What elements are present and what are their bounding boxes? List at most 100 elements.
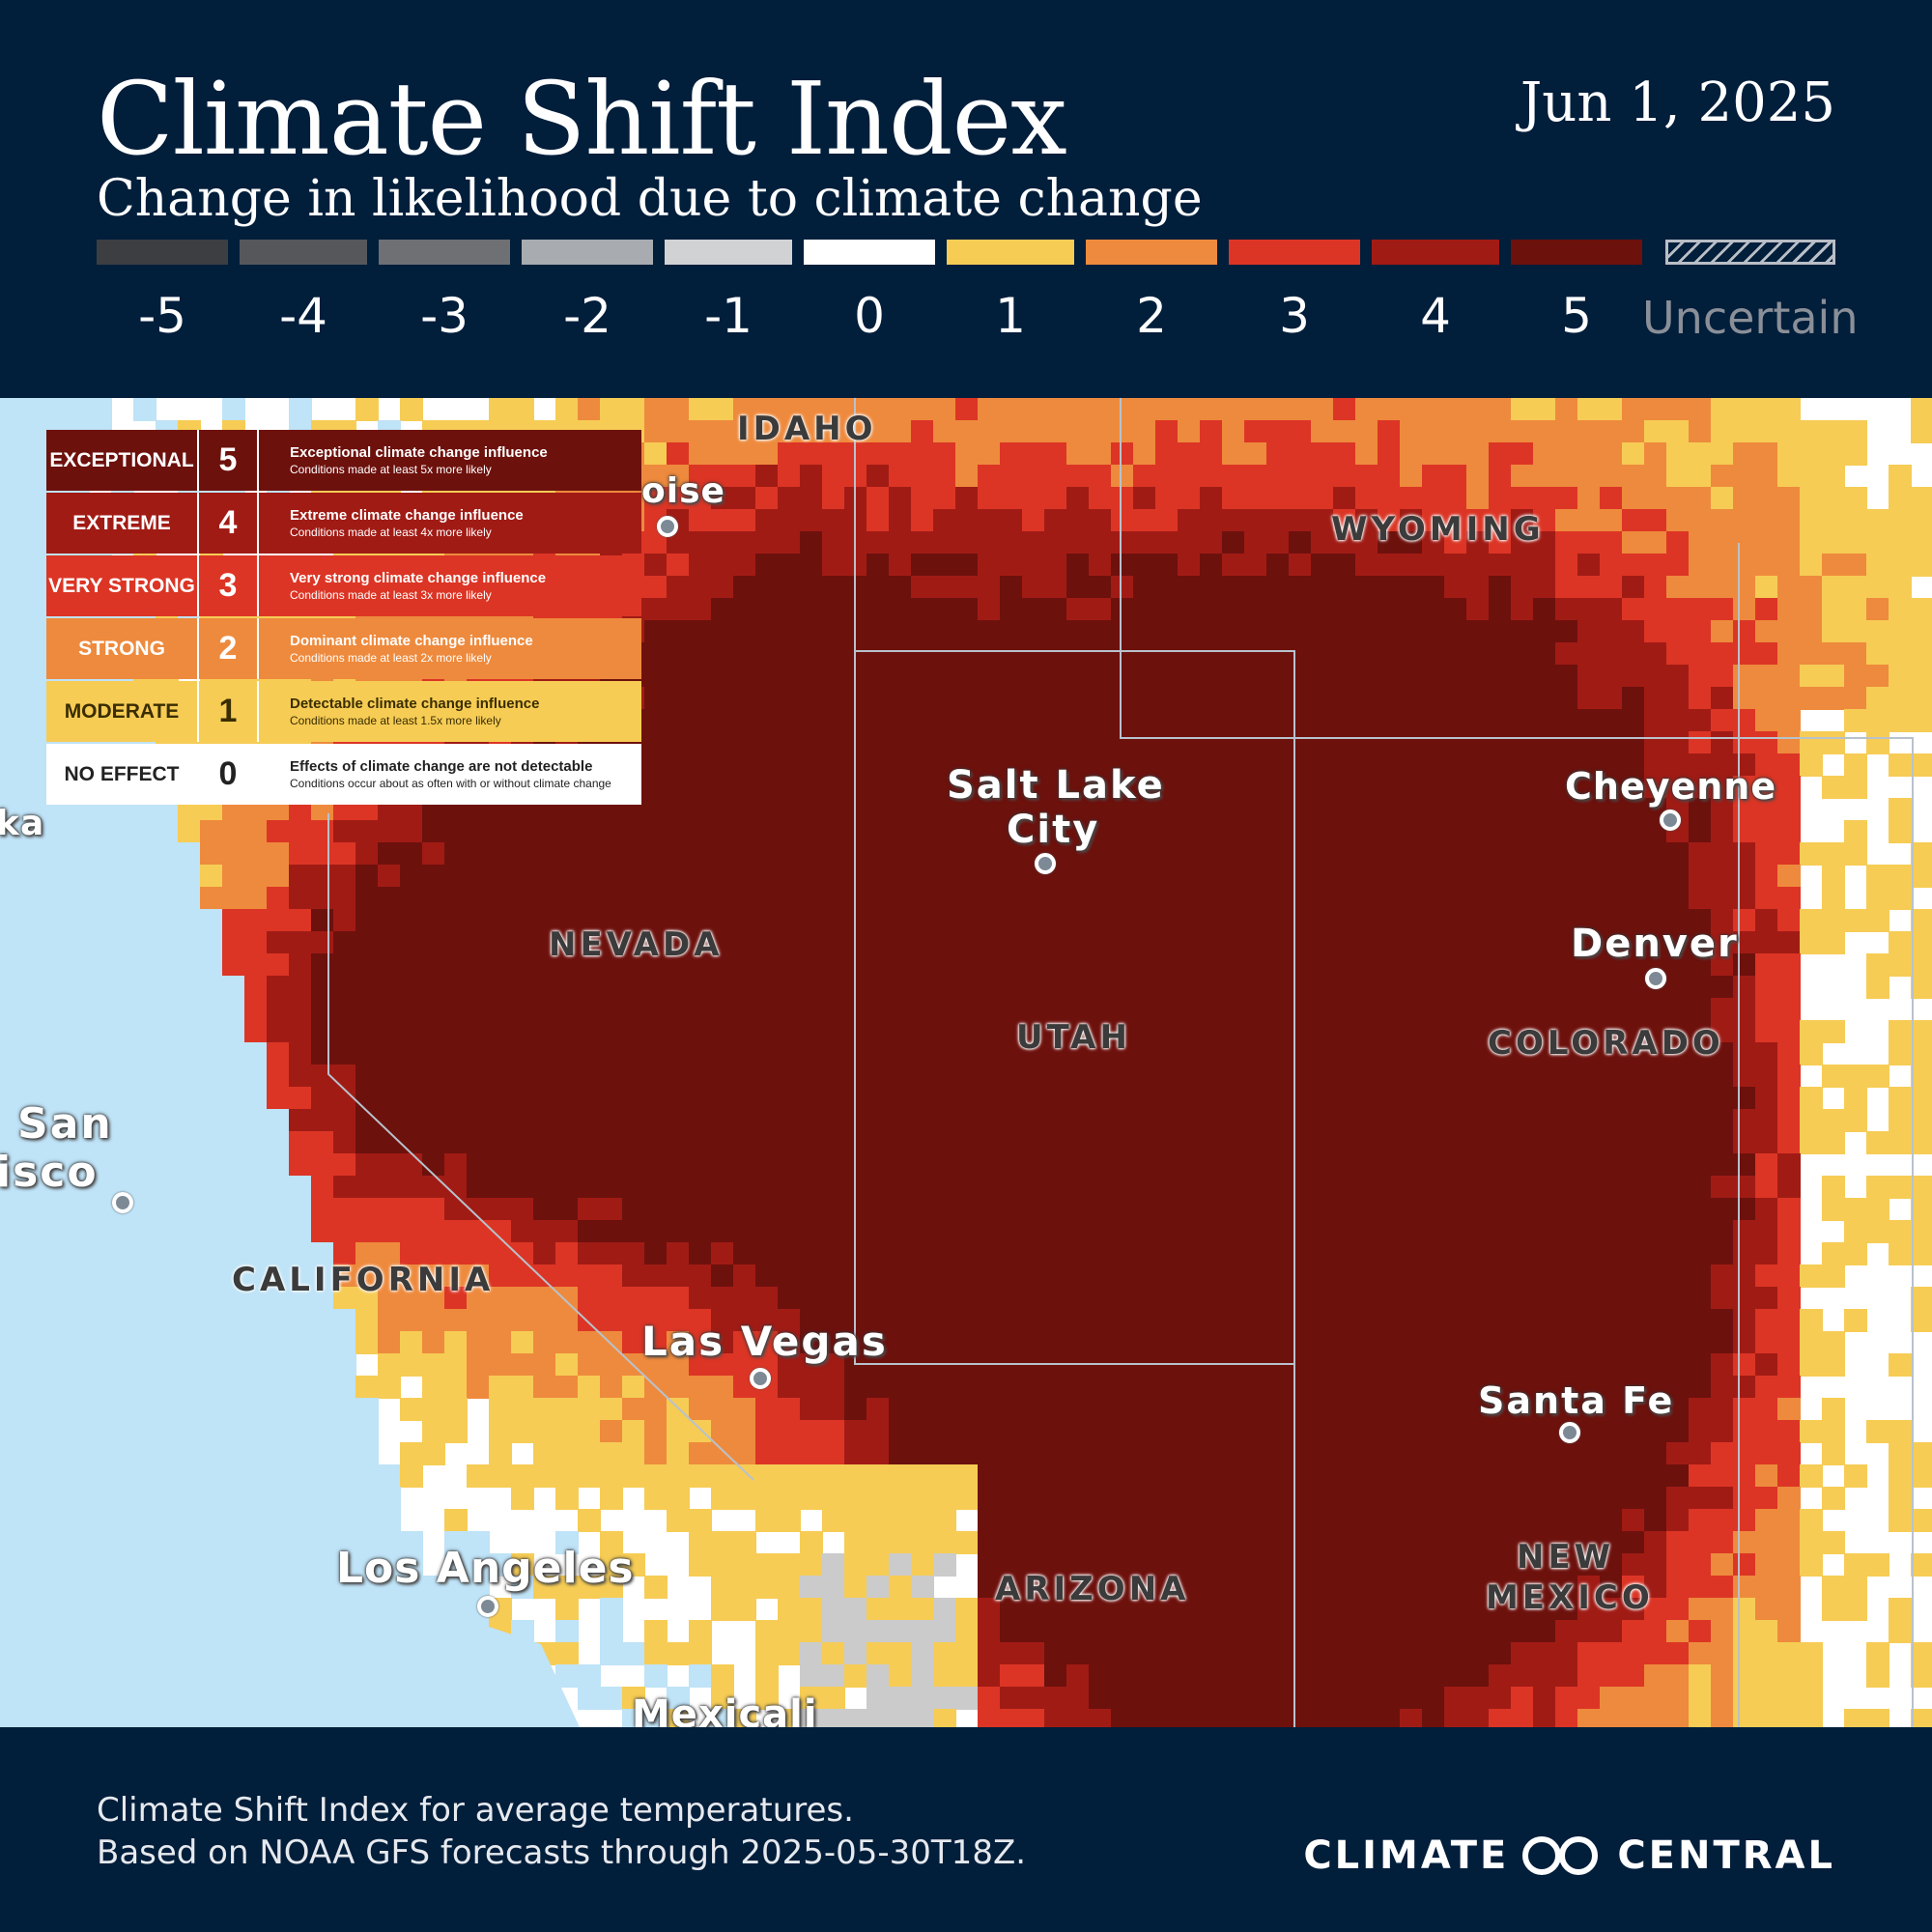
legend-desc: Effects of climate change are not detect… [259, 744, 641, 805]
scale-tick: 3 [1279, 288, 1310, 344]
scale-tick: -4 [279, 288, 327, 344]
legend-title: Detectable climate change influence [290, 696, 540, 712]
brand-word-left: CLIMATE [1303, 1833, 1510, 1878]
city-label-los-angeles: Los Angeles [336, 1544, 635, 1593]
legend-level: 4 [199, 493, 259, 554]
state-label-wyoming: WYOMING [1331, 510, 1545, 549]
city-label-ka: ka [0, 804, 45, 843]
legend-category: MODERATE [46, 681, 199, 742]
scale-swatch [1511, 240, 1642, 265]
scale-swatch [804, 240, 935, 265]
city-marker [112, 1192, 133, 1213]
legend-category: STRONG [46, 618, 199, 679]
scale-swatch [1372, 240, 1499, 265]
state-label-mexico: MEXICO [1486, 1578, 1654, 1617]
state-label-idaho: IDAHO [737, 410, 877, 448]
legend-category: VERY STRONG [46, 555, 199, 616]
legend-category: EXCEPTIONAL [46, 430, 199, 491]
legend-row: VERY STRONG 3 Very strong climate change… [46, 555, 641, 616]
legend-detail: Conditions made at least 3x more likely [290, 588, 492, 602]
scale-tick: 2 [1136, 288, 1167, 344]
scale-swatch [97, 240, 228, 265]
scale-tick: 5 [1561, 288, 1592, 344]
state-label-nevada: NEVADA [549, 925, 724, 964]
legend-desc: Detectable climate change influence Condi… [259, 681, 641, 742]
legend-detail: Conditions occur about as often with or … [290, 777, 611, 790]
state-label-colorado: COLORADO [1488, 1024, 1724, 1063]
city-marker [1645, 968, 1666, 989]
map-canvas[interactable]: IDAHO WYOMING NEVADA UTAH COLORADO CALIF… [0, 398, 1932, 1727]
city-label-cheyenne: Cheyenne [1565, 765, 1777, 808]
legend-title: Exceptional climate change influence [290, 444, 548, 461]
header: Climate Shift Index Change in likelihood… [0, 0, 1932, 398]
color-scale: -5 -4 -3 -2 -1 0 1 2 3 4 5 Uncertain [97, 240, 1859, 346]
legend-title: Extreme climate change influence [290, 507, 524, 524]
legend-level: 5 [199, 430, 259, 491]
legend-row: STRONG 2 Dominant climate change influen… [46, 618, 641, 679]
city-marker [1559, 1422, 1580, 1443]
scale-swatch [240, 240, 367, 265]
footer-line-1: Climate Shift Index for average temperat… [97, 1791, 854, 1830]
scale-tick: 0 [854, 288, 885, 344]
legend-level: 1 [199, 681, 259, 742]
legend-title: Dominant climate change influence [290, 633, 533, 649]
legend-row: NO EFFECT 0 Effects of climate change ar… [46, 744, 641, 805]
legend-title: Very strong climate change influence [290, 570, 547, 586]
scale-swatch [522, 240, 653, 265]
footer: Climate Shift Index for average temperat… [0, 1727, 1932, 1932]
scale-tick: -1 [704, 288, 753, 344]
city-marker [750, 1368, 771, 1389]
state-label-california: CALIFORNIA [232, 1261, 495, 1299]
legend-title: Effects of climate change are not detect… [290, 758, 593, 775]
scale-tick: -3 [420, 288, 469, 344]
legend-row: MODERATE 1 Detectable climate change inf… [46, 681, 641, 742]
rings-icon [1522, 1834, 1604, 1877]
legend-category: NO EFFECT [46, 744, 199, 805]
page-title: Climate Shift Index [97, 60, 1067, 178]
legend-desc: Very strong climate change influence Cond… [259, 555, 641, 616]
scale-swatch [1229, 240, 1360, 265]
legend-table: EXCEPTIONAL 5 Exceptional climate change… [46, 430, 641, 809]
city-label-san: San [17, 1099, 113, 1149]
legend-desc: Dominant climate change influence Conditi… [259, 618, 641, 679]
legend-detail: Conditions made at least 5x more likely [290, 463, 492, 476]
scale-tick: -5 [138, 288, 186, 344]
scale-swatch [947, 240, 1074, 265]
state-label-arizona: ARIZONA [995, 1570, 1190, 1608]
city-label-mexicali: Mexicali [632, 1692, 818, 1727]
climate-central-logo[interactable]: CLIMATE CENTRAL [1303, 1833, 1835, 1878]
city-label-denver: Denver [1571, 922, 1739, 966]
scale-tick: 1 [995, 288, 1026, 344]
scale-swatch-uncertain [1665, 240, 1835, 265]
city-marker [1035, 853, 1056, 874]
page-subtitle: Change in likelihood due to climate chan… [97, 170, 1203, 228]
city-label-salt-lake: Salt Lake [947, 763, 1165, 808]
legend-desc: Exceptional climate change influence Cond… [259, 430, 641, 491]
legend-detail: Conditions made at least 4x more likely [290, 526, 492, 539]
scale-swatch [1086, 240, 1217, 265]
city-marker [477, 1596, 498, 1617]
city-marker [657, 516, 678, 537]
brand-word-right: CENTRAL [1617, 1833, 1835, 1878]
scale-swatch [379, 240, 510, 265]
city-label-santa-fe: Santa Fe [1478, 1379, 1675, 1422]
city-label-isco: isco [0, 1148, 99, 1197]
legend-detail: Conditions made at least 2x more likely [290, 651, 492, 665]
scale-tick-uncertain: Uncertain [1642, 292, 1859, 344]
legend-desc: Extreme climate change influence Conditio… [259, 493, 641, 554]
scale-swatch [665, 240, 792, 265]
legend-level: 2 [199, 618, 259, 679]
state-label-new: NEW [1517, 1538, 1615, 1577]
legend-detail: Conditions made at least 1.5x more likel… [290, 714, 501, 727]
legend-row: EXCEPTIONAL 5 Exceptional climate change… [46, 430, 641, 491]
city-label-las-vegas: Las Vegas [641, 1318, 888, 1365]
legend-row: EXTREME 4 Extreme climate change influen… [46, 493, 641, 554]
legend-level: 0 [199, 744, 259, 805]
legend-category: EXTREME [46, 493, 199, 554]
state-label-utah: UTAH [1016, 1018, 1131, 1057]
date-label: Jun 1, 2025 [1520, 71, 1835, 134]
footer-line-2: Based on NOAA GFS forecasts through 2025… [97, 1833, 1027, 1872]
legend-level: 3 [199, 555, 259, 616]
scale-tick: 4 [1420, 288, 1451, 344]
scale-tick: -2 [563, 288, 611, 344]
